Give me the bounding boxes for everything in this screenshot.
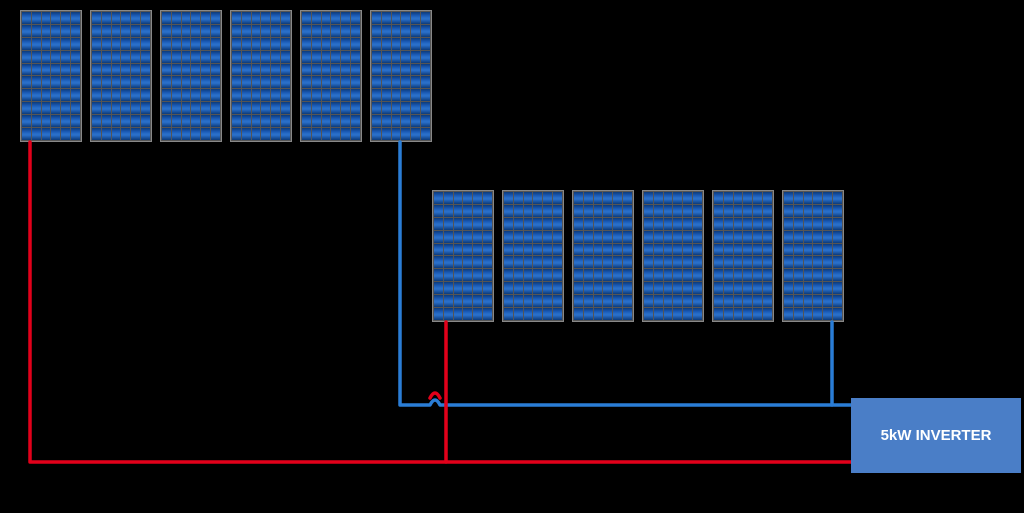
solar-panel-bottom-2: [572, 190, 634, 322]
solar-panel-bottom-0: [432, 190, 494, 322]
solar-panel-top-5: [370, 10, 432, 142]
solar-panel-top-1: [90, 10, 152, 142]
wire-red-4: [430, 393, 440, 398]
inverter-box: 5kW INVERTER: [851, 398, 1021, 473]
solar-panel-bottom-4: [712, 190, 774, 322]
solar-panel-top-2: [160, 10, 222, 142]
solar-panel-bottom-5: [782, 190, 844, 322]
solar-panel-top-4: [300, 10, 362, 142]
solar-panel-bottom-3: [642, 190, 704, 322]
solar-panel-top-0: [20, 10, 82, 142]
inverter-label: 5kW INVERTER: [881, 427, 992, 444]
solar-panel-bottom-1: [502, 190, 564, 322]
solar-panel-top-3: [230, 10, 292, 142]
